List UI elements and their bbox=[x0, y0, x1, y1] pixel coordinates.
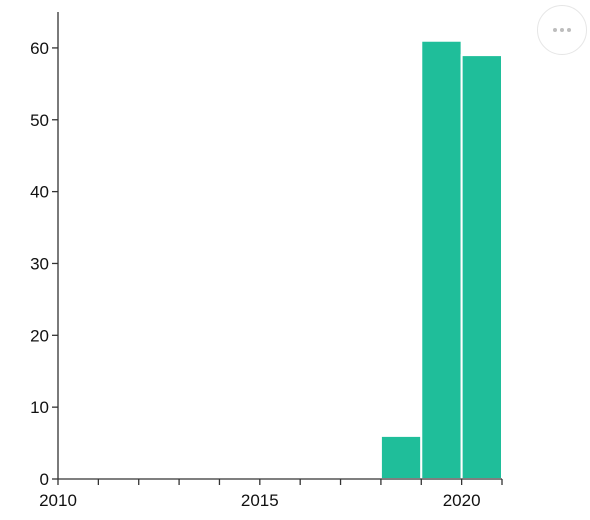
y-axis: 0 10 20 30 40 50 60 bbox=[30, 12, 59, 489]
x-tick-label: 2010 bbox=[39, 491, 77, 510]
bar-2018[interactable] bbox=[379, 434, 423, 480]
y-tick-label: 50 bbox=[30, 111, 49, 130]
y-tick-label: 30 bbox=[30, 254, 49, 273]
y-tick-label: 20 bbox=[30, 326, 49, 345]
y-tick-label: 0 bbox=[40, 470, 49, 489]
chart-menu-button[interactable] bbox=[537, 5, 587, 55]
bar-2020[interactable] bbox=[460, 54, 503, 480]
more-horizontal-icon bbox=[552, 28, 573, 32]
menu-dot bbox=[553, 28, 557, 32]
y-tick-label: 40 bbox=[30, 183, 49, 202]
y-tick-label: 10 bbox=[30, 398, 49, 417]
menu-dot bbox=[567, 28, 571, 32]
y-tick-label: 60 bbox=[30, 39, 49, 58]
bar-2019[interactable] bbox=[420, 39, 463, 480]
x-tick-label: 2015 bbox=[241, 491, 279, 510]
x-tick-label: 2020 bbox=[443, 491, 481, 510]
bars-layer bbox=[379, 39, 503, 480]
x-axis: 2010 2015 2020 bbox=[39, 478, 503, 510]
menu-dot bbox=[560, 28, 564, 32]
